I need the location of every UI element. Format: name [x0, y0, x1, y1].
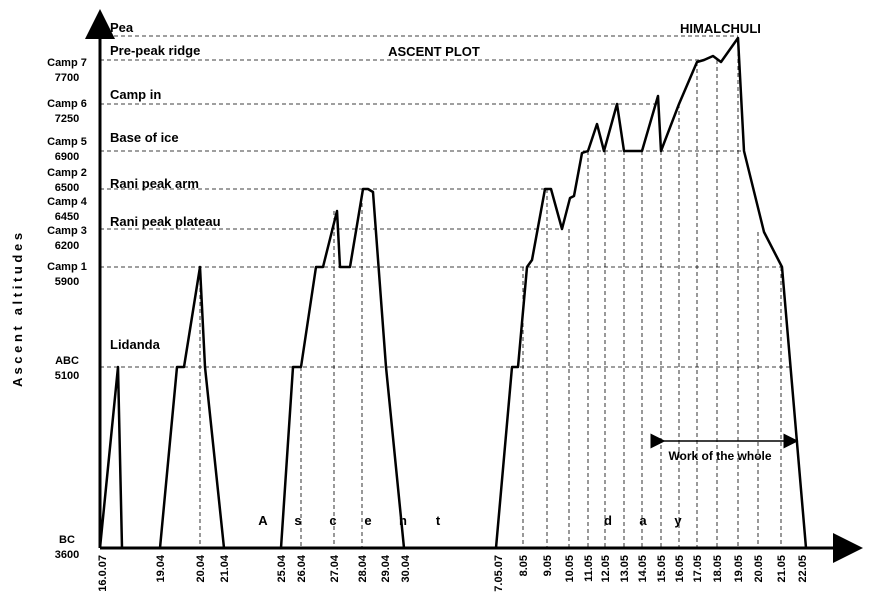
date-label: 25.04 [276, 554, 288, 582]
date-label: 20.05 [753, 555, 765, 583]
x-axis-letter: y [674, 513, 682, 528]
x-axis-letter: c [329, 513, 336, 528]
camp-name: Camp 6 [47, 98, 87, 110]
date-label: 29.04 [380, 554, 392, 582]
date-label: 16.0.07 [97, 555, 109, 592]
date-label: 11.05 [583, 555, 595, 582]
camp-name: Camp 7 [47, 57, 87, 69]
date-label: 27.04 [329, 554, 341, 582]
x-axis-letter: e [364, 513, 371, 528]
date-label: 20.04 [195, 554, 207, 582]
date-label: 8.05 [518, 555, 530, 576]
date-label: 16.05 [674, 555, 686, 583]
date-label: 26.04 [296, 554, 308, 582]
date-label: 28.04 [357, 554, 369, 582]
date-label: 19.05 [733, 555, 745, 583]
date-label: 10.05 [564, 555, 576, 583]
x-axis-letter: a [639, 513, 647, 528]
camp-altitude: 5100 [55, 370, 79, 382]
camp-altitude: 7700 [55, 72, 79, 84]
camp-altitude: 6200 [55, 240, 79, 252]
level-label: Pre-peak ridge [110, 43, 200, 58]
date-label: 21.05 [776, 555, 788, 583]
date-label: 9.05 [542, 555, 554, 576]
camp-name: Camp 2 [47, 167, 87, 179]
ascent-line [98, 36, 808, 549]
camp-altitude: 3600 [55, 549, 79, 561]
level-label: Pea [110, 20, 134, 35]
date-label: 12.05 [600, 555, 612, 583]
camp-altitude: 6450 [55, 211, 79, 223]
date-label: 22.05 [797, 555, 809, 583]
guide-lines [100, 35, 790, 548]
date-label: 17.05 [692, 555, 704, 583]
camp-altitude: 6900 [55, 151, 79, 163]
date-label: 13.05 [619, 555, 631, 583]
camp-name: BC [59, 534, 75, 546]
level-label: Rani peak arm [110, 176, 199, 191]
date-label: 19.04 [155, 554, 167, 582]
date-label: 30.04 [400, 554, 412, 582]
camp-name: Camp 1 [47, 261, 87, 273]
level-label: Base of ice [110, 130, 179, 145]
camp-altitude: 7250 [55, 113, 79, 125]
camp-altitude: 6500 [55, 182, 79, 194]
x-axis-letter: A [258, 513, 268, 528]
date-label: 21.04 [219, 554, 231, 582]
y-axis-title: A s c e n t a l t i t u d e s [10, 233, 25, 387]
peak-label: HIMALCHULI [680, 21, 761, 36]
date-label: 18.05 [712, 555, 724, 583]
annotation: Work of the whole [668, 449, 771, 463]
level-label: Camp in [110, 87, 161, 102]
x-axis-letter: t [436, 513, 441, 528]
camp-altitude: 5900 [55, 276, 79, 288]
camp-name: ABC [55, 355, 79, 367]
date-label: 14.05 [637, 555, 649, 583]
level-label: Rani peak plateau [110, 214, 221, 229]
x-axis-letter: d [604, 513, 612, 528]
level-label: Lidanda [110, 337, 161, 352]
x-axis-letter: s [294, 513, 301, 528]
camp-name: Camp 3 [47, 225, 87, 237]
x-axis-letter: n [399, 513, 407, 528]
camp-name: Camp 5 [47, 136, 87, 148]
camp-name: Camp 4 [47, 196, 88, 208]
title: ASCENT PLOT [388, 44, 480, 59]
date-label: 7.05.07 [493, 555, 505, 592]
date-label: 15.05 [656, 555, 668, 583]
